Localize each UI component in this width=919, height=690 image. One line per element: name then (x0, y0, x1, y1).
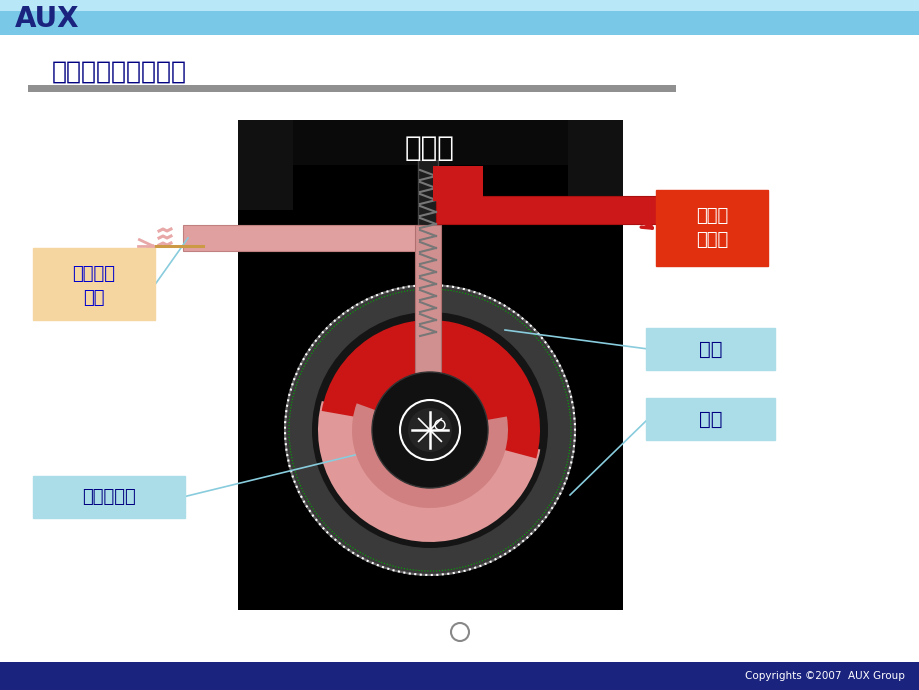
FancyBboxPatch shape (655, 190, 767, 266)
FancyBboxPatch shape (28, 85, 675, 92)
Wedge shape (322, 320, 539, 458)
FancyBboxPatch shape (33, 476, 185, 518)
Text: 汽缸: 汽缸 (698, 409, 721, 428)
Circle shape (407, 408, 451, 452)
FancyBboxPatch shape (183, 225, 420, 251)
FancyBboxPatch shape (436, 196, 682, 224)
FancyBboxPatch shape (414, 225, 440, 447)
FancyBboxPatch shape (433, 166, 482, 201)
Text: AUX: AUX (15, 6, 79, 33)
Text: 叶片: 叶片 (698, 339, 721, 359)
Circle shape (371, 372, 487, 488)
Text: 一、空调器基本原理: 一、空调器基本原理 (52, 60, 187, 84)
FancyBboxPatch shape (417, 160, 437, 390)
FancyBboxPatch shape (567, 120, 622, 210)
Circle shape (400, 400, 460, 460)
FancyBboxPatch shape (238, 120, 622, 610)
Text: 低温低压: 低温低压 (73, 265, 116, 283)
FancyBboxPatch shape (0, 662, 919, 690)
Text: 高温高
压气体: 高温高 压气体 (695, 207, 727, 249)
Circle shape (285, 285, 574, 575)
FancyBboxPatch shape (0, 0, 919, 35)
FancyBboxPatch shape (645, 398, 774, 440)
Text: Copyrights ©2007  AUX Group: Copyrights ©2007 AUX Group (744, 671, 904, 681)
FancyBboxPatch shape (33, 248, 154, 320)
FancyBboxPatch shape (238, 120, 622, 165)
FancyBboxPatch shape (0, 0, 919, 11)
FancyBboxPatch shape (238, 120, 292, 210)
Text: 曲轴、活塞: 曲轴、活塞 (82, 488, 136, 506)
Text: 压缩机: 压缩机 (404, 134, 454, 162)
Text: 气体: 气体 (83, 288, 105, 306)
Wedge shape (318, 401, 539, 542)
FancyBboxPatch shape (645, 328, 774, 370)
Wedge shape (352, 404, 507, 508)
Circle shape (312, 312, 548, 548)
